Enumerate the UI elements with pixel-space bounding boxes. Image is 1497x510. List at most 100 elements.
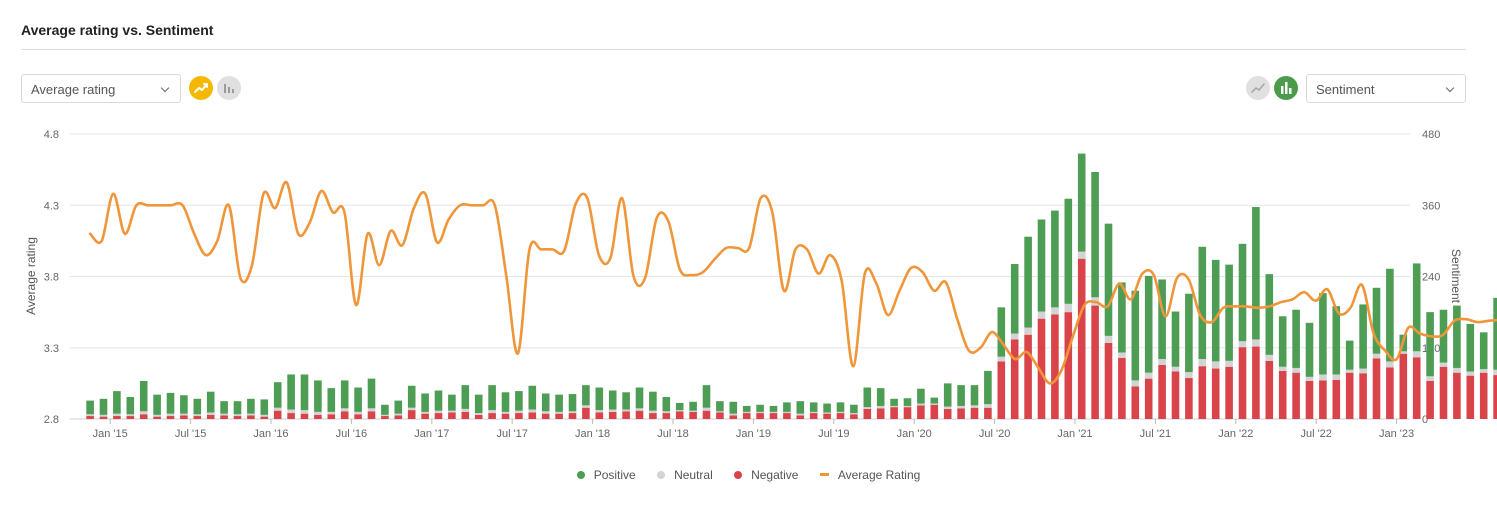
bar-neutral [769,411,778,414]
bar-negative [528,412,537,419]
bar-positive [180,395,188,414]
bar-negative [287,413,295,419]
bar-negative [582,407,590,419]
legend-average-rating[interactable]: Average Rating [819,468,921,482]
page-title: Average rating vs. Sentiment [21,22,214,38]
bar-neutral [434,410,443,414]
right-bar-chart-toggle[interactable] [1274,76,1298,100]
bar-positive [1386,268,1394,362]
bar-positive [608,390,617,410]
bar-positive [541,393,550,412]
bar-neutral [568,411,577,414]
bar-negative [1412,357,1421,419]
y-left-tick-label: 3.8 [44,272,59,284]
bar-negative [997,361,1006,419]
bar-positive [206,391,215,413]
bar-neutral [595,410,604,413]
bar-negative [327,414,336,419]
x-tick-label: Jul '15 [175,428,206,440]
bar-neutral [1185,372,1193,379]
bar-positive [1359,304,1367,369]
legend-average-label: Average Rating [837,468,921,482]
bar-neutral [876,405,885,409]
right-metric-select[interactable]: Sentiment [1306,74,1466,103]
bar-positive [1265,274,1274,355]
legend-neutral[interactable]: Neutral [657,468,713,482]
bar-negative [1185,378,1193,419]
bar-negative [153,416,161,419]
bar-neutral [809,411,818,414]
bar-neutral [1171,366,1180,372]
bar-positive [1453,305,1461,368]
bar-neutral [448,410,456,413]
bar-positive [247,398,255,414]
bar-neutral [1372,353,1381,359]
bar-positive [970,385,979,406]
bar-positive [1198,246,1207,360]
bar-neutral [1466,371,1475,376]
legend-negative[interactable]: Negative [734,468,798,482]
bar-positive [555,394,563,412]
bar-negative [984,407,992,419]
bar-negative [957,408,965,419]
bar-negative [354,414,362,419]
bar-neutral [796,413,805,416]
bar-positive [635,387,644,409]
right-line-chart-toggle[interactable] [1246,76,1270,100]
x-tick-label: Jul '16 [336,428,367,440]
left-bar-chart-toggle[interactable] [217,76,241,100]
bar-negative [1479,372,1488,419]
bar-positive [501,392,510,412]
bar-neutral [1158,359,1166,365]
bar-positive [139,381,148,412]
bar-neutral [1037,311,1046,319]
bar-neutral [407,407,416,411]
bar-negative [1332,379,1341,419]
bar-neutral [622,409,630,412]
bar-positive [809,402,818,412]
bar-neutral [635,408,644,411]
bar-neutral [1077,251,1086,259]
x-tick-label: Jan '16 [253,428,288,440]
trending-line-icon [1251,83,1265,93]
bar-positive [876,388,885,406]
x-tick-label: Jan '23 [1379,428,1414,440]
bar-neutral [233,414,242,417]
y-right-tick-label: 240 [1422,272,1440,284]
bar-negative [139,414,148,419]
bar-negative [1010,339,1019,419]
left-line-chart-toggle[interactable] [189,76,213,100]
left-metric-select[interactable]: Average rating [21,74,181,103]
bar-neutral [662,411,671,414]
bar-neutral [890,405,898,408]
x-tick-label: Jul '20 [979,428,1010,440]
bar-neutral [139,411,148,415]
bar-positive [528,385,537,410]
bar-negative [756,413,764,419]
bar-neutral [273,407,282,411]
bar-neutral [461,408,470,412]
bar-neutral [300,410,309,414]
legend-positive-dot [576,471,585,479]
chevron-down-icon [1445,83,1455,93]
bar-negative [1359,373,1367,419]
y-left-tick-label: 4.8 [44,129,59,141]
bar-negative [662,413,671,419]
bar-negative [1051,314,1059,419]
bar-negative [300,413,309,419]
bar-neutral [582,405,590,408]
bar-negative [1171,371,1180,419]
bar-positive [86,400,94,415]
bar-negative [702,410,711,419]
bar-negative [568,413,577,419]
bar-negative [1077,258,1086,419]
bar-negative [742,413,751,419]
bar-neutral [1024,327,1032,335]
bar-positive [1372,287,1381,354]
bar-negative [930,404,939,419]
bar-neutral [1118,352,1126,358]
legend-positive[interactable]: Positive [576,468,636,482]
bar-positive [984,370,992,405]
bar-neutral [1386,361,1394,368]
y-right-axis-title: Sentiment [1449,249,1463,304]
